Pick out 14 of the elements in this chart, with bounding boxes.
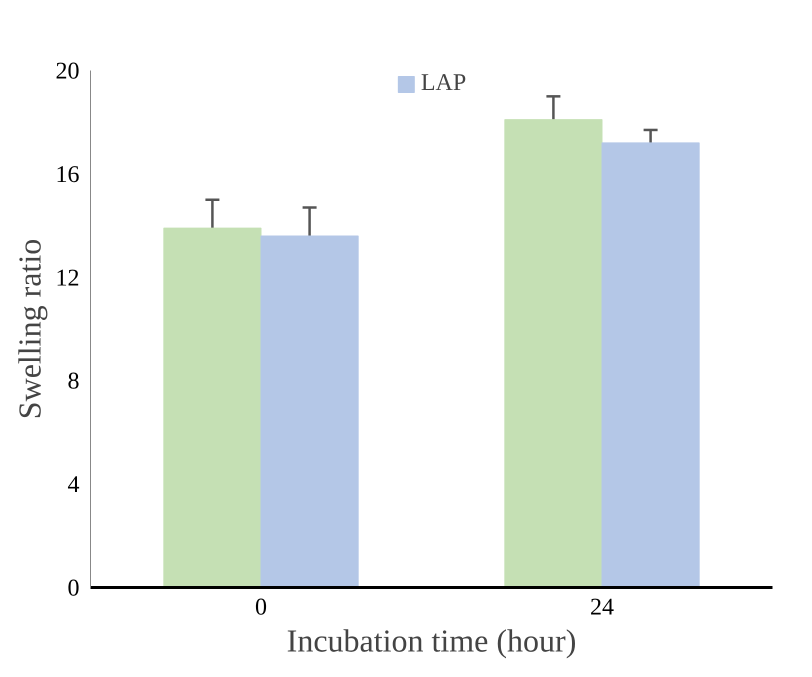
y-tick-label: 4 [68, 472, 80, 498]
bar [163, 228, 262, 588]
bar [602, 142, 700, 588]
y-tick-label: 0 [68, 576, 80, 602]
x-tick-label: 24 [590, 594, 614, 620]
y-tick-label: 12 [56, 265, 80, 292]
y-tick-label: 16 [56, 162, 80, 188]
legend-label: LAP [420, 70, 466, 97]
x-axis-title: Incubation time (hour) [286, 622, 576, 658]
bar [504, 119, 602, 588]
y-axis-title: Swelling ratio [12, 238, 48, 420]
y-tick-label: 20 [56, 58, 80, 84]
y-tick-label: 8 [68, 368, 80, 395]
bar [260, 235, 359, 588]
